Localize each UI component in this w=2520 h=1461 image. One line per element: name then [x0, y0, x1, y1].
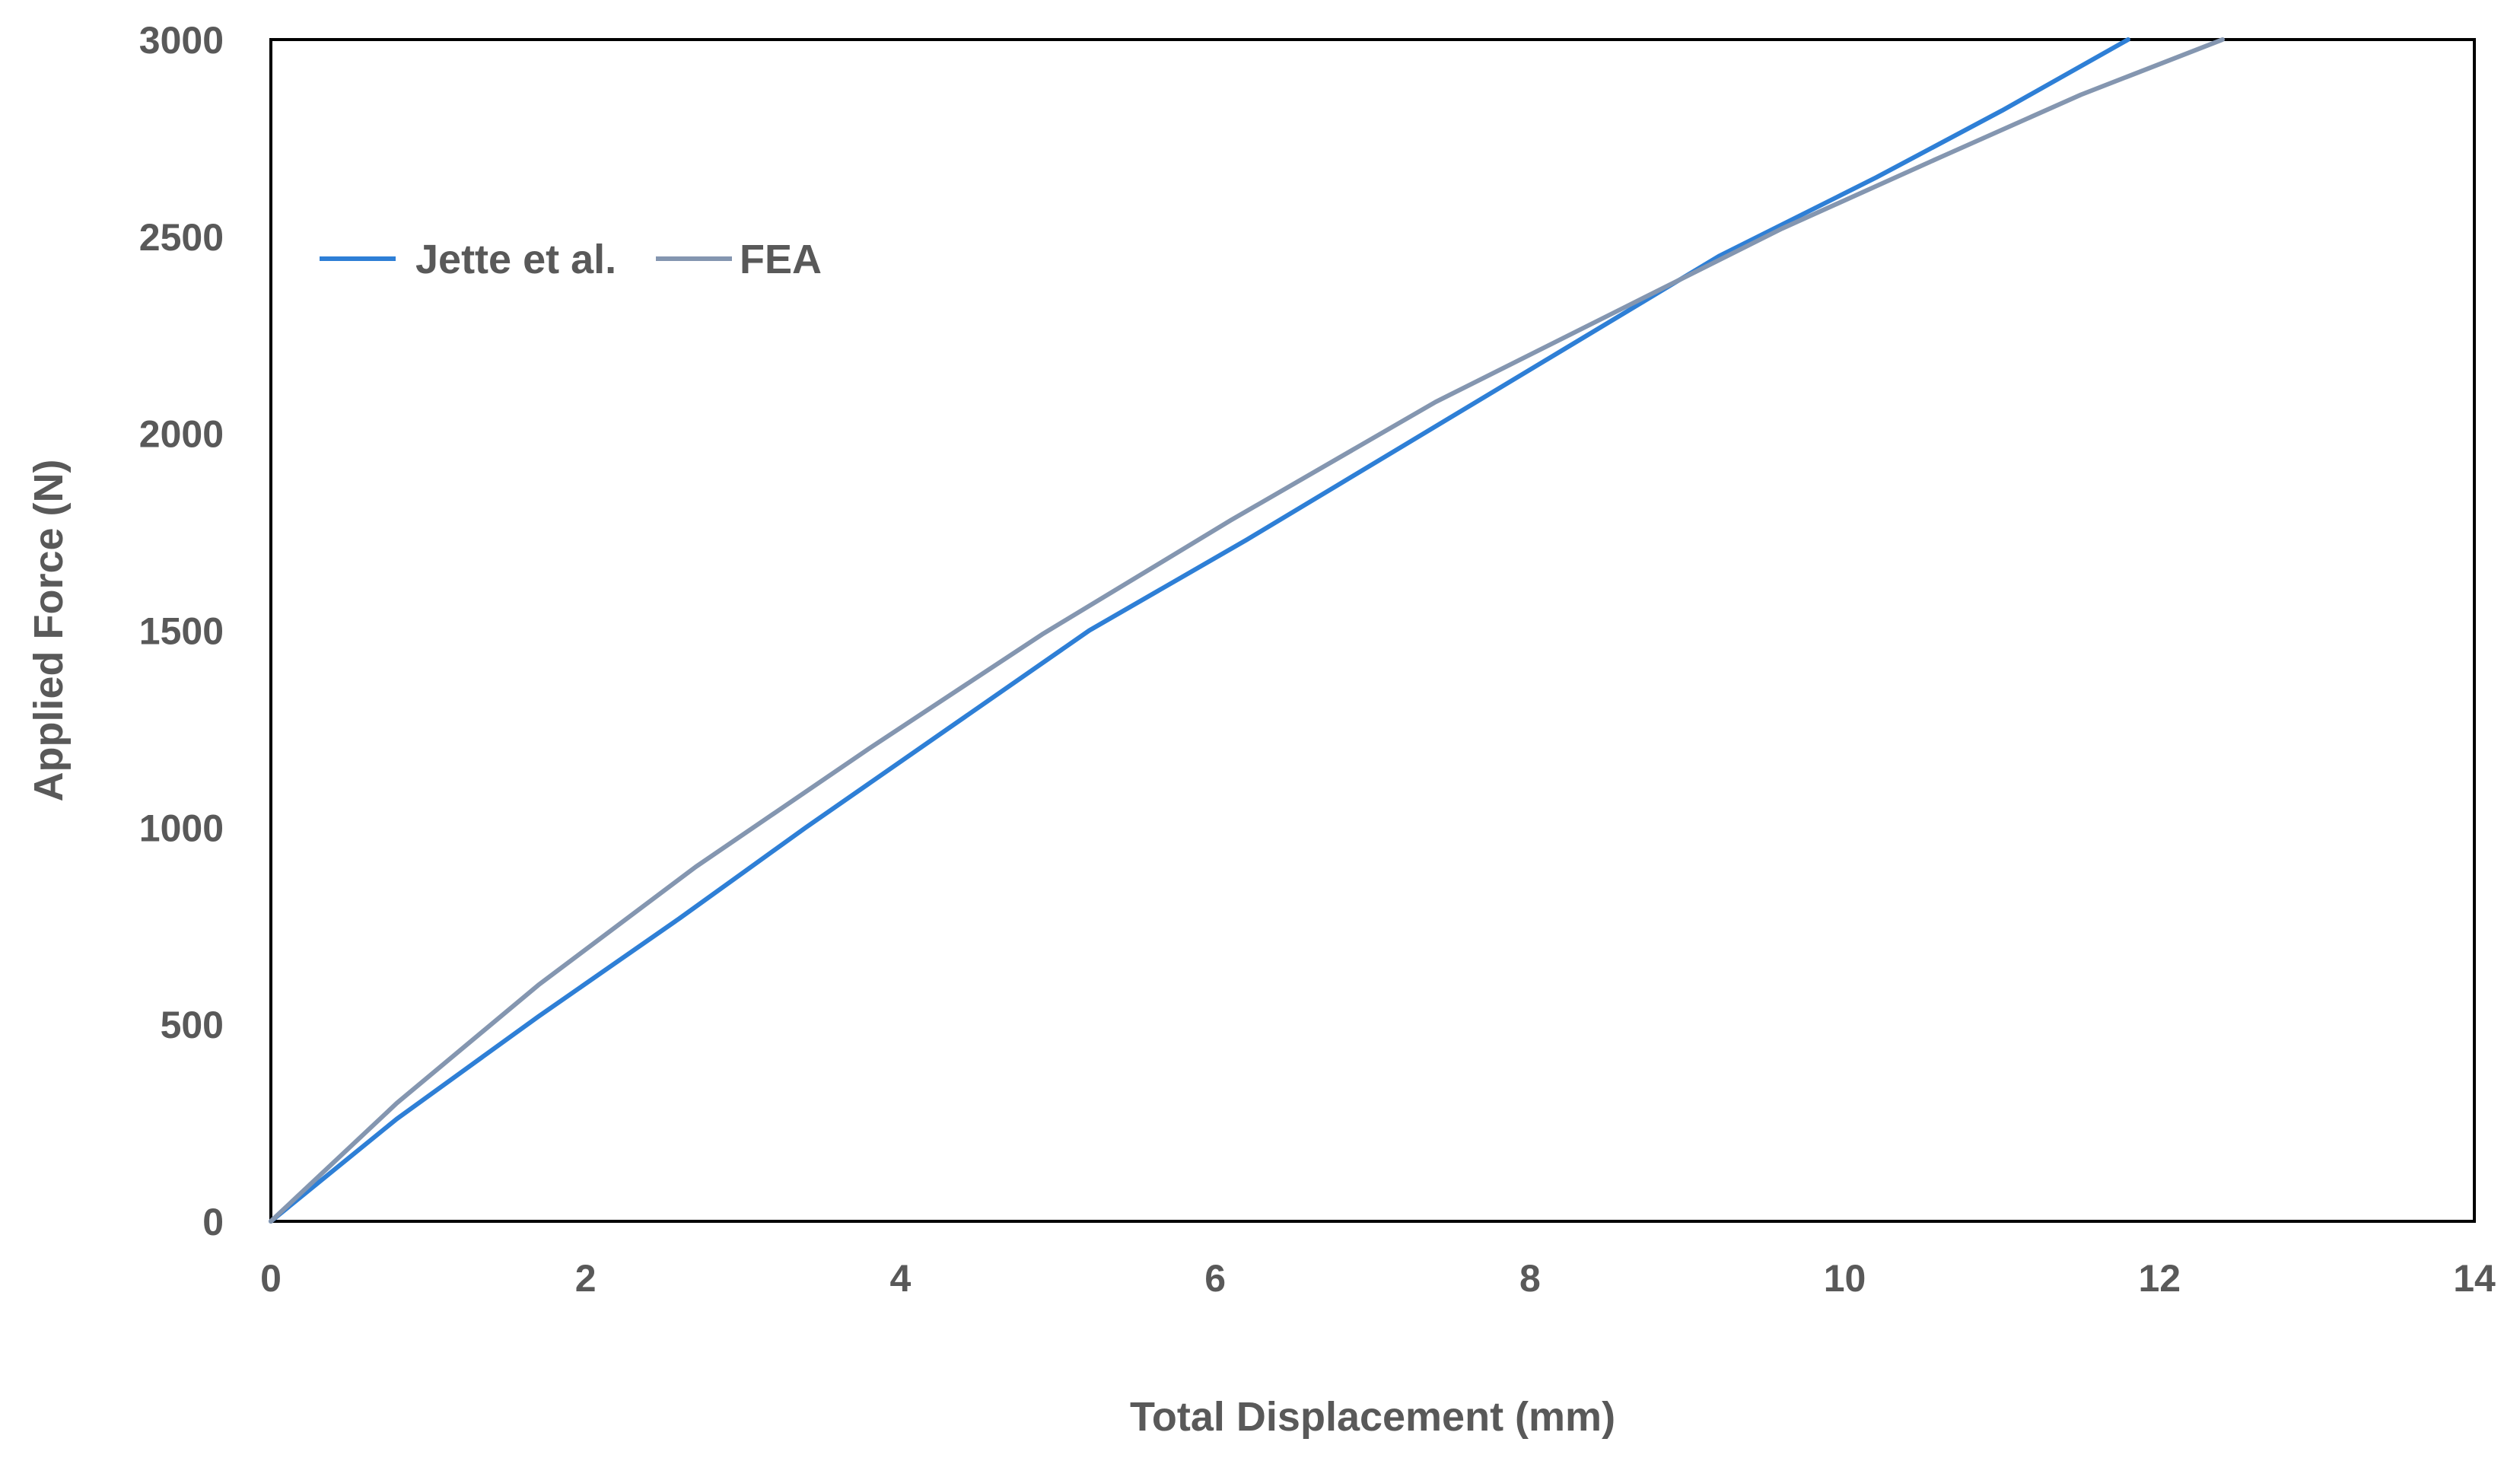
- x-tick-label: 0: [260, 1257, 282, 1300]
- x-axis-ticks: 0 2 4 6 8 10 12 14: [260, 1257, 2496, 1300]
- x-tick-label: 12: [2138, 1257, 2181, 1300]
- series-line-fea: [269, 37, 2225, 1224]
- y-tick-label: 500: [161, 1004, 224, 1046]
- x-tick-label: 14: [2453, 1257, 2496, 1300]
- y-tick-label: 1000: [139, 807, 224, 849]
- x-tick-label: 4: [890, 1257, 912, 1300]
- y-axis-title: Applied Force (N): [26, 459, 72, 801]
- x-tick-label: 2: [575, 1257, 597, 1300]
- series-line-jette: [269, 37, 2130, 1224]
- plot-area-frame: [269, 38, 2476, 1223]
- y-tick-label: 2500: [139, 216, 224, 259]
- legend-label-fea: FEA: [740, 237, 822, 282]
- x-axis-title: Total Displacement (mm): [1130, 1394, 1615, 1440]
- x-tick-label: 10: [1824, 1257, 1866, 1300]
- y-tick-label: 3000: [139, 19, 224, 62]
- x-tick-label: 6: [1204, 1257, 1226, 1300]
- series-layer: [269, 37, 2225, 1224]
- x-tick-label: 8: [1519, 1257, 1541, 1300]
- legend: Jette et al. FEA: [320, 237, 822, 282]
- y-tick-label: 2000: [139, 413, 224, 456]
- y-tick-label: 1500: [139, 610, 224, 653]
- y-axis-ticks: 0 500 1000 1500 2000 2500 3000: [139, 19, 224, 1243]
- y-tick-label: 0: [202, 1201, 224, 1243]
- legend-label-jette: Jette et al.: [415, 237, 616, 282]
